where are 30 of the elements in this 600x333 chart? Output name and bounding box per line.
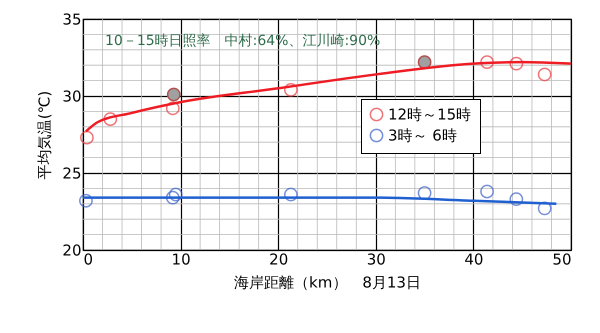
y-tick-label: 35: [62, 10, 82, 28]
point: [103, 112, 118, 126]
point: [538, 202, 552, 216]
legend-label: 12時～15時: [388, 106, 472, 124]
point: [166, 101, 180, 116]
point: [284, 82, 298, 97]
x-tick-label: 50: [552, 250, 572, 268]
legend-label: 3時～ 6時: [388, 126, 457, 144]
x-tick-label: 20: [269, 250, 288, 268]
point: [168, 188, 183, 202]
y-tick-label: 30: [62, 88, 82, 106]
y-tick-label: 25: [62, 164, 82, 182]
y-axis-title: 平均気温(℃): [35, 90, 54, 180]
point: [418, 186, 432, 200]
x-tick-label: 0: [84, 250, 94, 268]
point: [480, 55, 494, 69]
point: [480, 184, 494, 198]
point: [418, 55, 432, 69]
point: [538, 68, 552, 82]
point: [166, 190, 180, 204]
point: [79, 194, 93, 208]
point: [166, 88, 181, 102]
point: [509, 192, 524, 206]
x-tick-label: 30: [366, 250, 386, 268]
point: [509, 56, 524, 71]
x-axis-title: 海岸距離（km） 8月13日: [234, 274, 421, 292]
x-tick-label: 10: [172, 250, 191, 268]
x-tick-label: 40: [464, 250, 484, 268]
point: [284, 188, 298, 202]
point: [80, 130, 94, 144]
